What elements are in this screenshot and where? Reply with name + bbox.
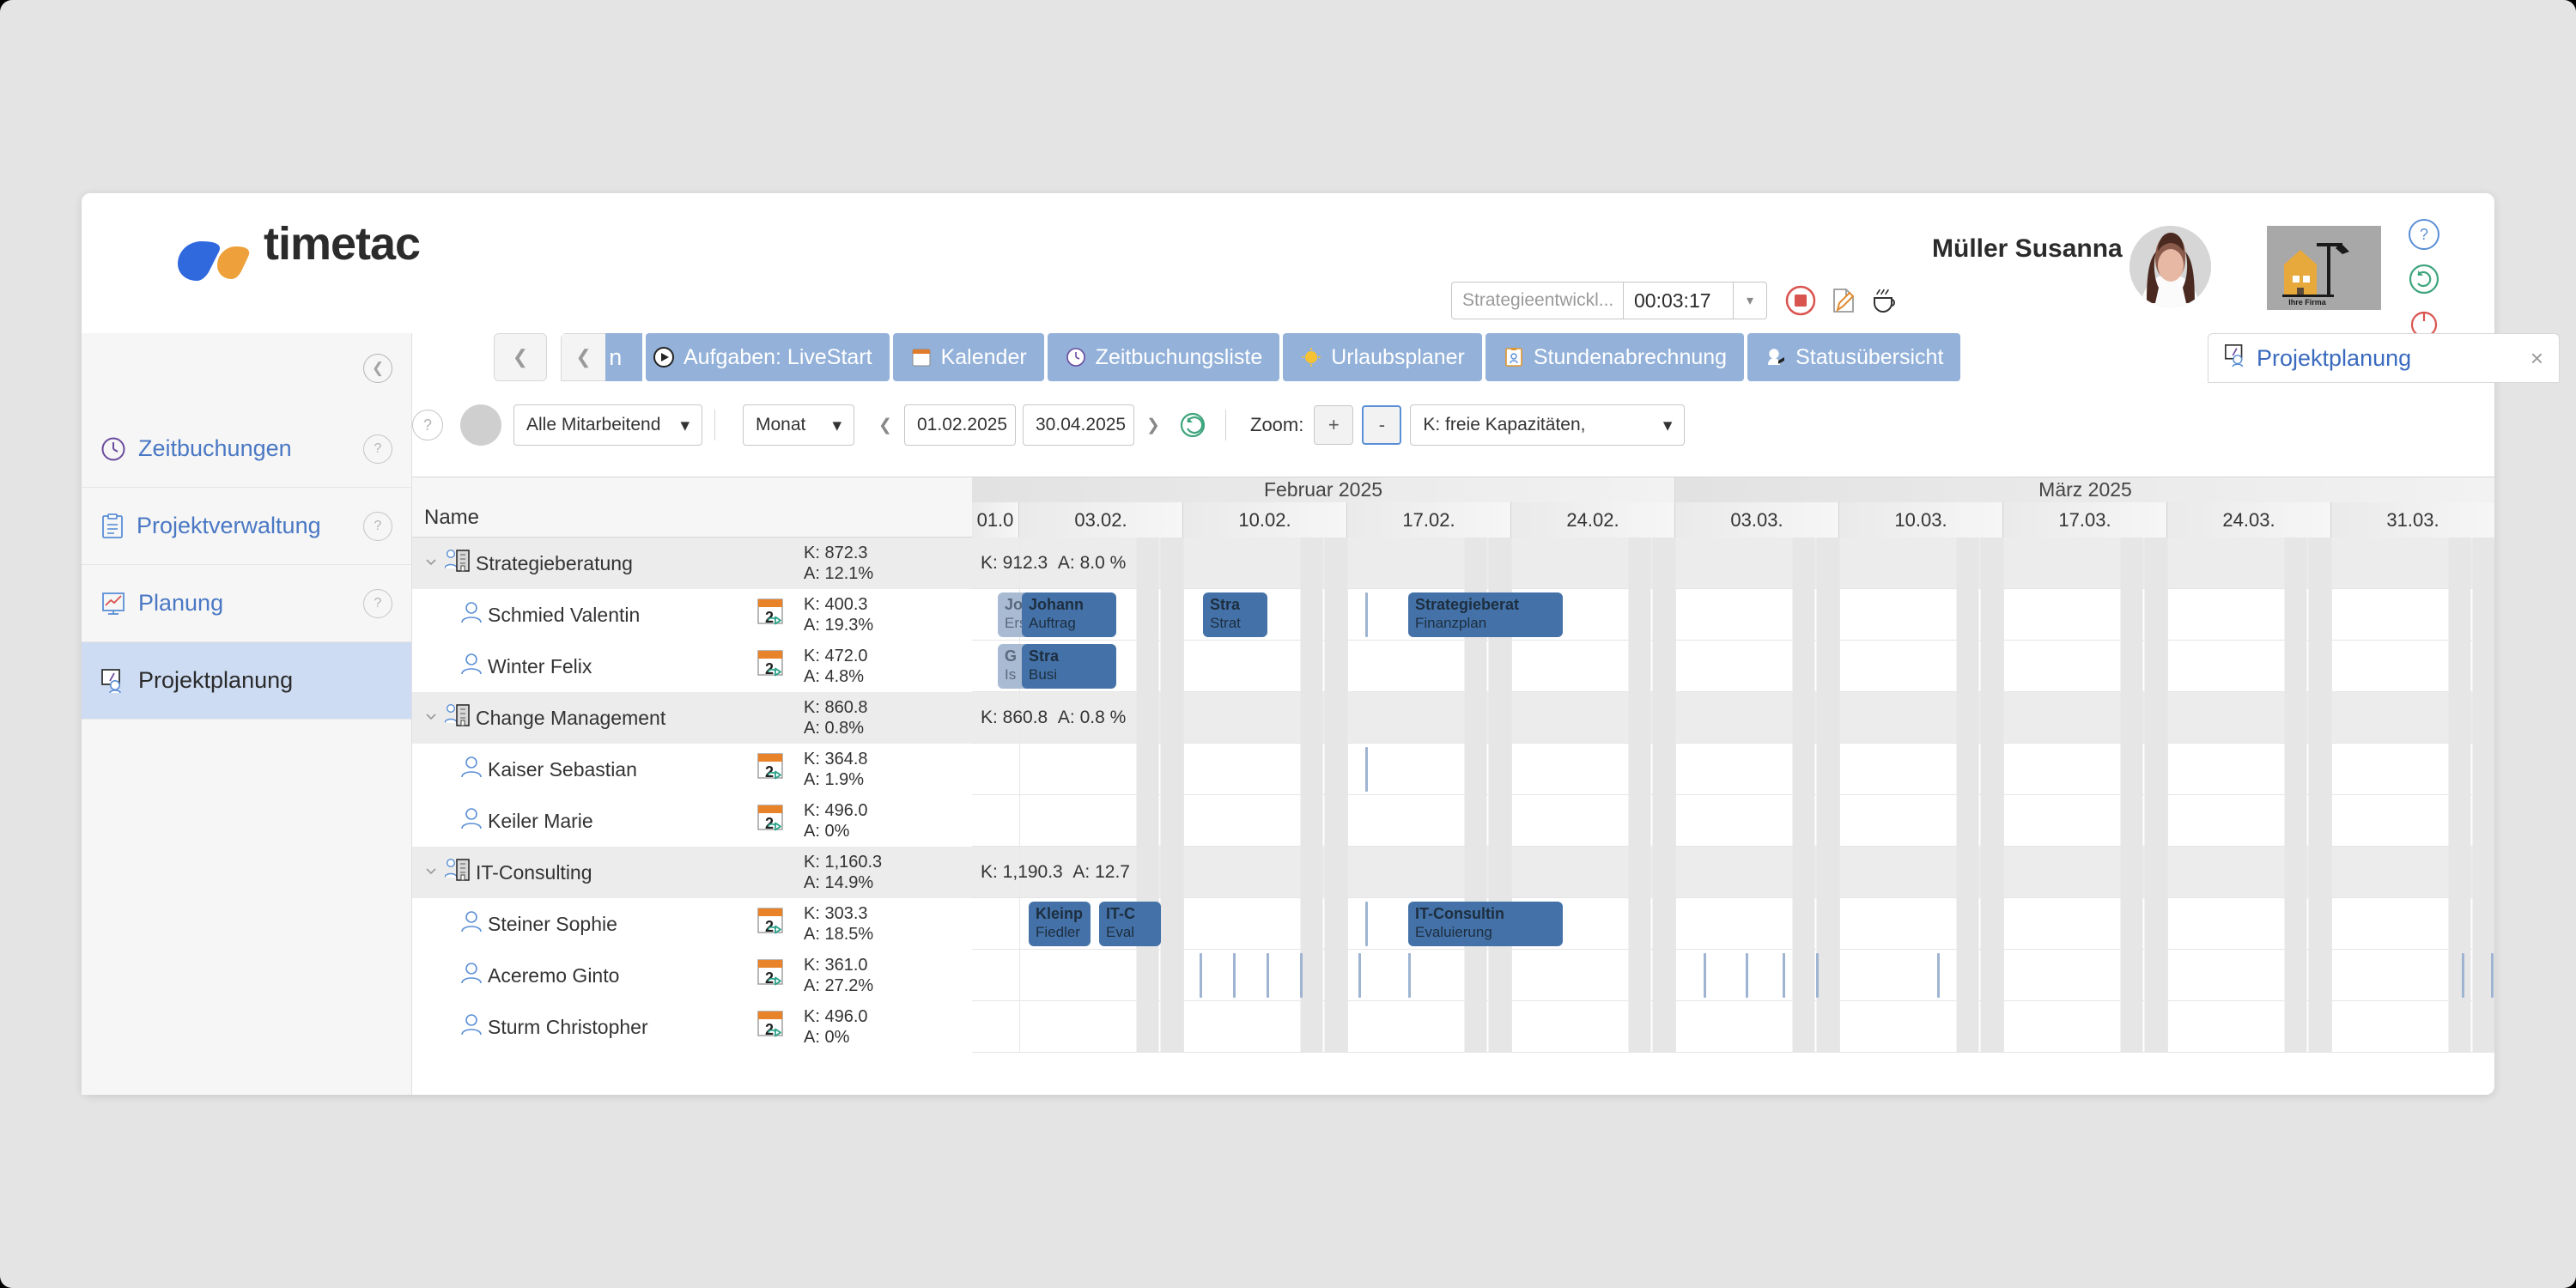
svg-text:Ihre Firma: Ihre Firma: [2288, 298, 2327, 307]
